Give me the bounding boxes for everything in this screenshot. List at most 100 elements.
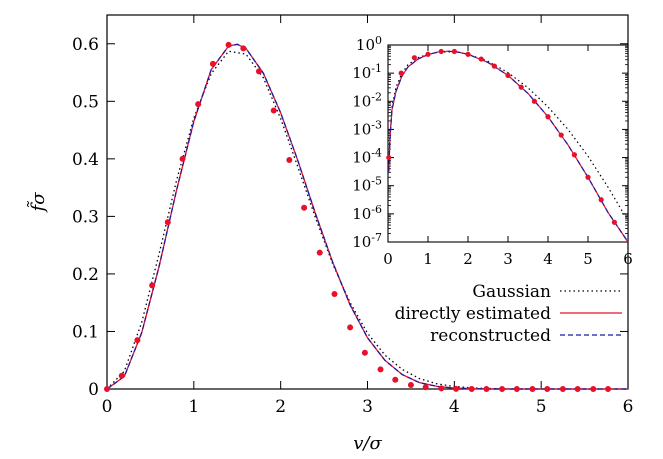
main-data-point xyxy=(605,386,611,392)
inset-data-point xyxy=(559,132,564,137)
inset-y-tick-exponent: -6 xyxy=(371,203,382,216)
main-data-point xyxy=(438,385,444,391)
inset-data-point xyxy=(479,56,484,61)
main-data-point xyxy=(119,373,125,379)
x-tick-label: 0 xyxy=(102,397,113,417)
inset-data-point xyxy=(519,85,524,90)
main-data-point xyxy=(271,108,277,114)
y-axis-title: f̃σ xyxy=(26,192,49,214)
inset-y-tick-base: 10 xyxy=(352,177,371,195)
y-tick-label: 0.3 xyxy=(72,207,99,227)
inset-y-tick-label: 10-2 xyxy=(352,90,382,110)
inset-y-tick-exponent: -3 xyxy=(371,118,382,131)
main-data-point xyxy=(226,42,232,48)
main-data-point xyxy=(560,386,566,392)
legend-label: directly estimated xyxy=(395,304,552,324)
inset-y-tick-exponent: -1 xyxy=(371,62,382,75)
main-data-point xyxy=(362,350,368,356)
main-data-point xyxy=(165,219,171,225)
inset-y-tick-label: 10-1 xyxy=(352,62,382,82)
main-data-point xyxy=(469,386,475,392)
main-data-point xyxy=(408,382,414,388)
inset-y-tick-base: 10 xyxy=(352,64,371,82)
inset-y-tick-label: 10-6 xyxy=(352,203,382,223)
inset-y-tick-exponent: -2 xyxy=(371,90,382,103)
inset-data-point xyxy=(412,55,417,60)
main-data-point xyxy=(347,324,353,330)
main-data-point xyxy=(317,250,323,256)
main-data-point xyxy=(134,337,140,343)
inset-x-tick-label: 4 xyxy=(543,250,553,268)
main-data-point xyxy=(453,386,459,392)
y-tick-label: 0 xyxy=(88,380,99,400)
inset-data-point xyxy=(505,73,510,78)
main-data-point xyxy=(392,377,398,383)
main-data-point xyxy=(149,282,155,288)
inset-y-tick-exponent: 0 xyxy=(375,34,382,47)
inset-y-tick-base: 10 xyxy=(352,149,371,167)
inset-data-point xyxy=(545,114,550,119)
inset-y-tick-exponent: -4 xyxy=(371,147,382,160)
inset-data-point xyxy=(439,49,444,54)
main-data-point xyxy=(514,386,520,392)
main-data-point xyxy=(590,386,596,392)
inset-data-point xyxy=(465,52,470,57)
inset-y-tick-base: 10 xyxy=(352,92,371,110)
inset-y-tick-label: 100 xyxy=(356,34,382,54)
x-tick-label: 6 xyxy=(623,397,634,417)
inset-data-point xyxy=(386,155,391,160)
inset-data-point xyxy=(532,99,537,104)
y-tick-label: 0.4 xyxy=(72,150,99,170)
inset-x-tick-label: 1 xyxy=(423,250,433,268)
inset-y-tick-base: 10 xyxy=(352,205,371,223)
x-axis-title: v/σ xyxy=(353,433,382,454)
x-tick-label: 5 xyxy=(536,397,547,417)
inset-y-tick-exponent: -5 xyxy=(371,175,382,188)
inset-x-tick-label: 6 xyxy=(623,250,633,268)
inset-data-point xyxy=(585,175,590,180)
legend-label: Gaussian xyxy=(472,282,551,302)
y-tick-label: 0.6 xyxy=(72,35,99,55)
main-data-point xyxy=(499,386,505,392)
main-data-point xyxy=(301,205,307,211)
main-data-point xyxy=(378,366,384,372)
inset-x-tick-label: 3 xyxy=(503,250,513,268)
main-data-point xyxy=(575,386,581,392)
main-data-point xyxy=(529,386,535,392)
inset-x-tick-label: 5 xyxy=(583,250,593,268)
x-tick-label: 2 xyxy=(275,397,286,417)
inset-y-tick-label: 10-5 xyxy=(352,175,382,195)
inset-x-tick-label: 0 xyxy=(383,250,393,268)
inset-data-point xyxy=(599,197,604,202)
inset-y-tick-label: 10-7 xyxy=(352,231,382,251)
main-data-point xyxy=(240,45,246,51)
inset-data-point xyxy=(399,71,404,76)
x-tick-label: 1 xyxy=(188,397,199,417)
x-tick-label: 3 xyxy=(362,397,373,417)
inset-data-point xyxy=(612,220,617,225)
y-tick-label: 0.5 xyxy=(72,92,99,112)
main-data-point xyxy=(423,384,429,390)
inset-y-tick-base: 10 xyxy=(352,233,371,251)
legend-label: reconstructed xyxy=(430,326,551,346)
main-data-point xyxy=(332,291,338,297)
main-data-point xyxy=(483,386,489,392)
main-data-point xyxy=(256,68,262,74)
main-data-point xyxy=(210,61,216,67)
main-data-point xyxy=(286,157,292,163)
inset-y-tick-label: 10-3 xyxy=(352,118,382,138)
main-data-point xyxy=(180,156,186,162)
inset-y-tick-exponent: -7 xyxy=(371,231,382,244)
inset-data-point xyxy=(492,64,497,69)
y-tick-label: 0.2 xyxy=(72,265,99,285)
inset-y-tick-base: 10 xyxy=(356,36,375,54)
inset-x-tick-label: 2 xyxy=(463,250,473,268)
inset-data-point xyxy=(572,152,577,157)
inset-y-tick-label: 10-4 xyxy=(352,147,382,167)
main-data-point xyxy=(544,386,550,392)
inset-data-point xyxy=(452,49,457,54)
inset-data-point xyxy=(425,52,430,57)
x-tick-label: 4 xyxy=(449,397,460,417)
